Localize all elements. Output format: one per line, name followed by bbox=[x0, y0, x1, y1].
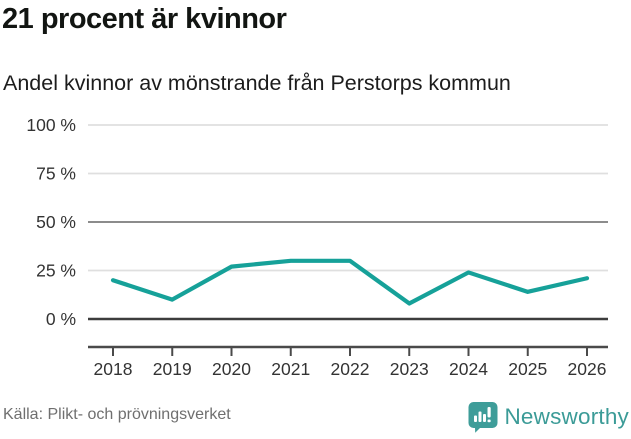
newsworthy-logo: Newsworthy bbox=[468, 401, 629, 433]
x-axis-label: 2021 bbox=[271, 359, 310, 379]
y-axis-label: 0 % bbox=[46, 309, 76, 329]
source-note: Källa: Plikt- och prövningsverket bbox=[3, 406, 231, 423]
x-axis-label: 2019 bbox=[153, 359, 192, 379]
x-axis-label: 2022 bbox=[331, 359, 370, 379]
line-chart: 0 % 25 % 50 % 75 % 100 % 2018 2019 2020 2021 2022… bbox=[0, 108, 631, 385]
x-axis-label: 2023 bbox=[390, 359, 429, 379]
y-axis-label: 50 % bbox=[36, 212, 76, 232]
data-line-andel-kvinnor bbox=[110, 258, 590, 306]
x-axis-label: 2024 bbox=[449, 359, 488, 379]
y-axis-label: 100 % bbox=[26, 115, 76, 135]
y-axis-label: 25 % bbox=[36, 261, 76, 281]
x-axis-label: 2018 bbox=[94, 359, 133, 379]
newsworthy-badge-icon bbox=[468, 402, 498, 433]
x-axis-label: 2026 bbox=[568, 359, 607, 379]
newsworthy-wordmark: Newsworthy bbox=[504, 404, 629, 429]
x-axis-label: 2020 bbox=[212, 359, 251, 379]
chart-subtitle: Andel kvinnor av mönstrande från Perstor… bbox=[3, 71, 511, 95]
chart-title: 21 procent är kvinnor bbox=[2, 3, 287, 35]
x-axis-label: 2025 bbox=[508, 359, 547, 379]
y-axis-label: 75 % bbox=[36, 164, 76, 184]
